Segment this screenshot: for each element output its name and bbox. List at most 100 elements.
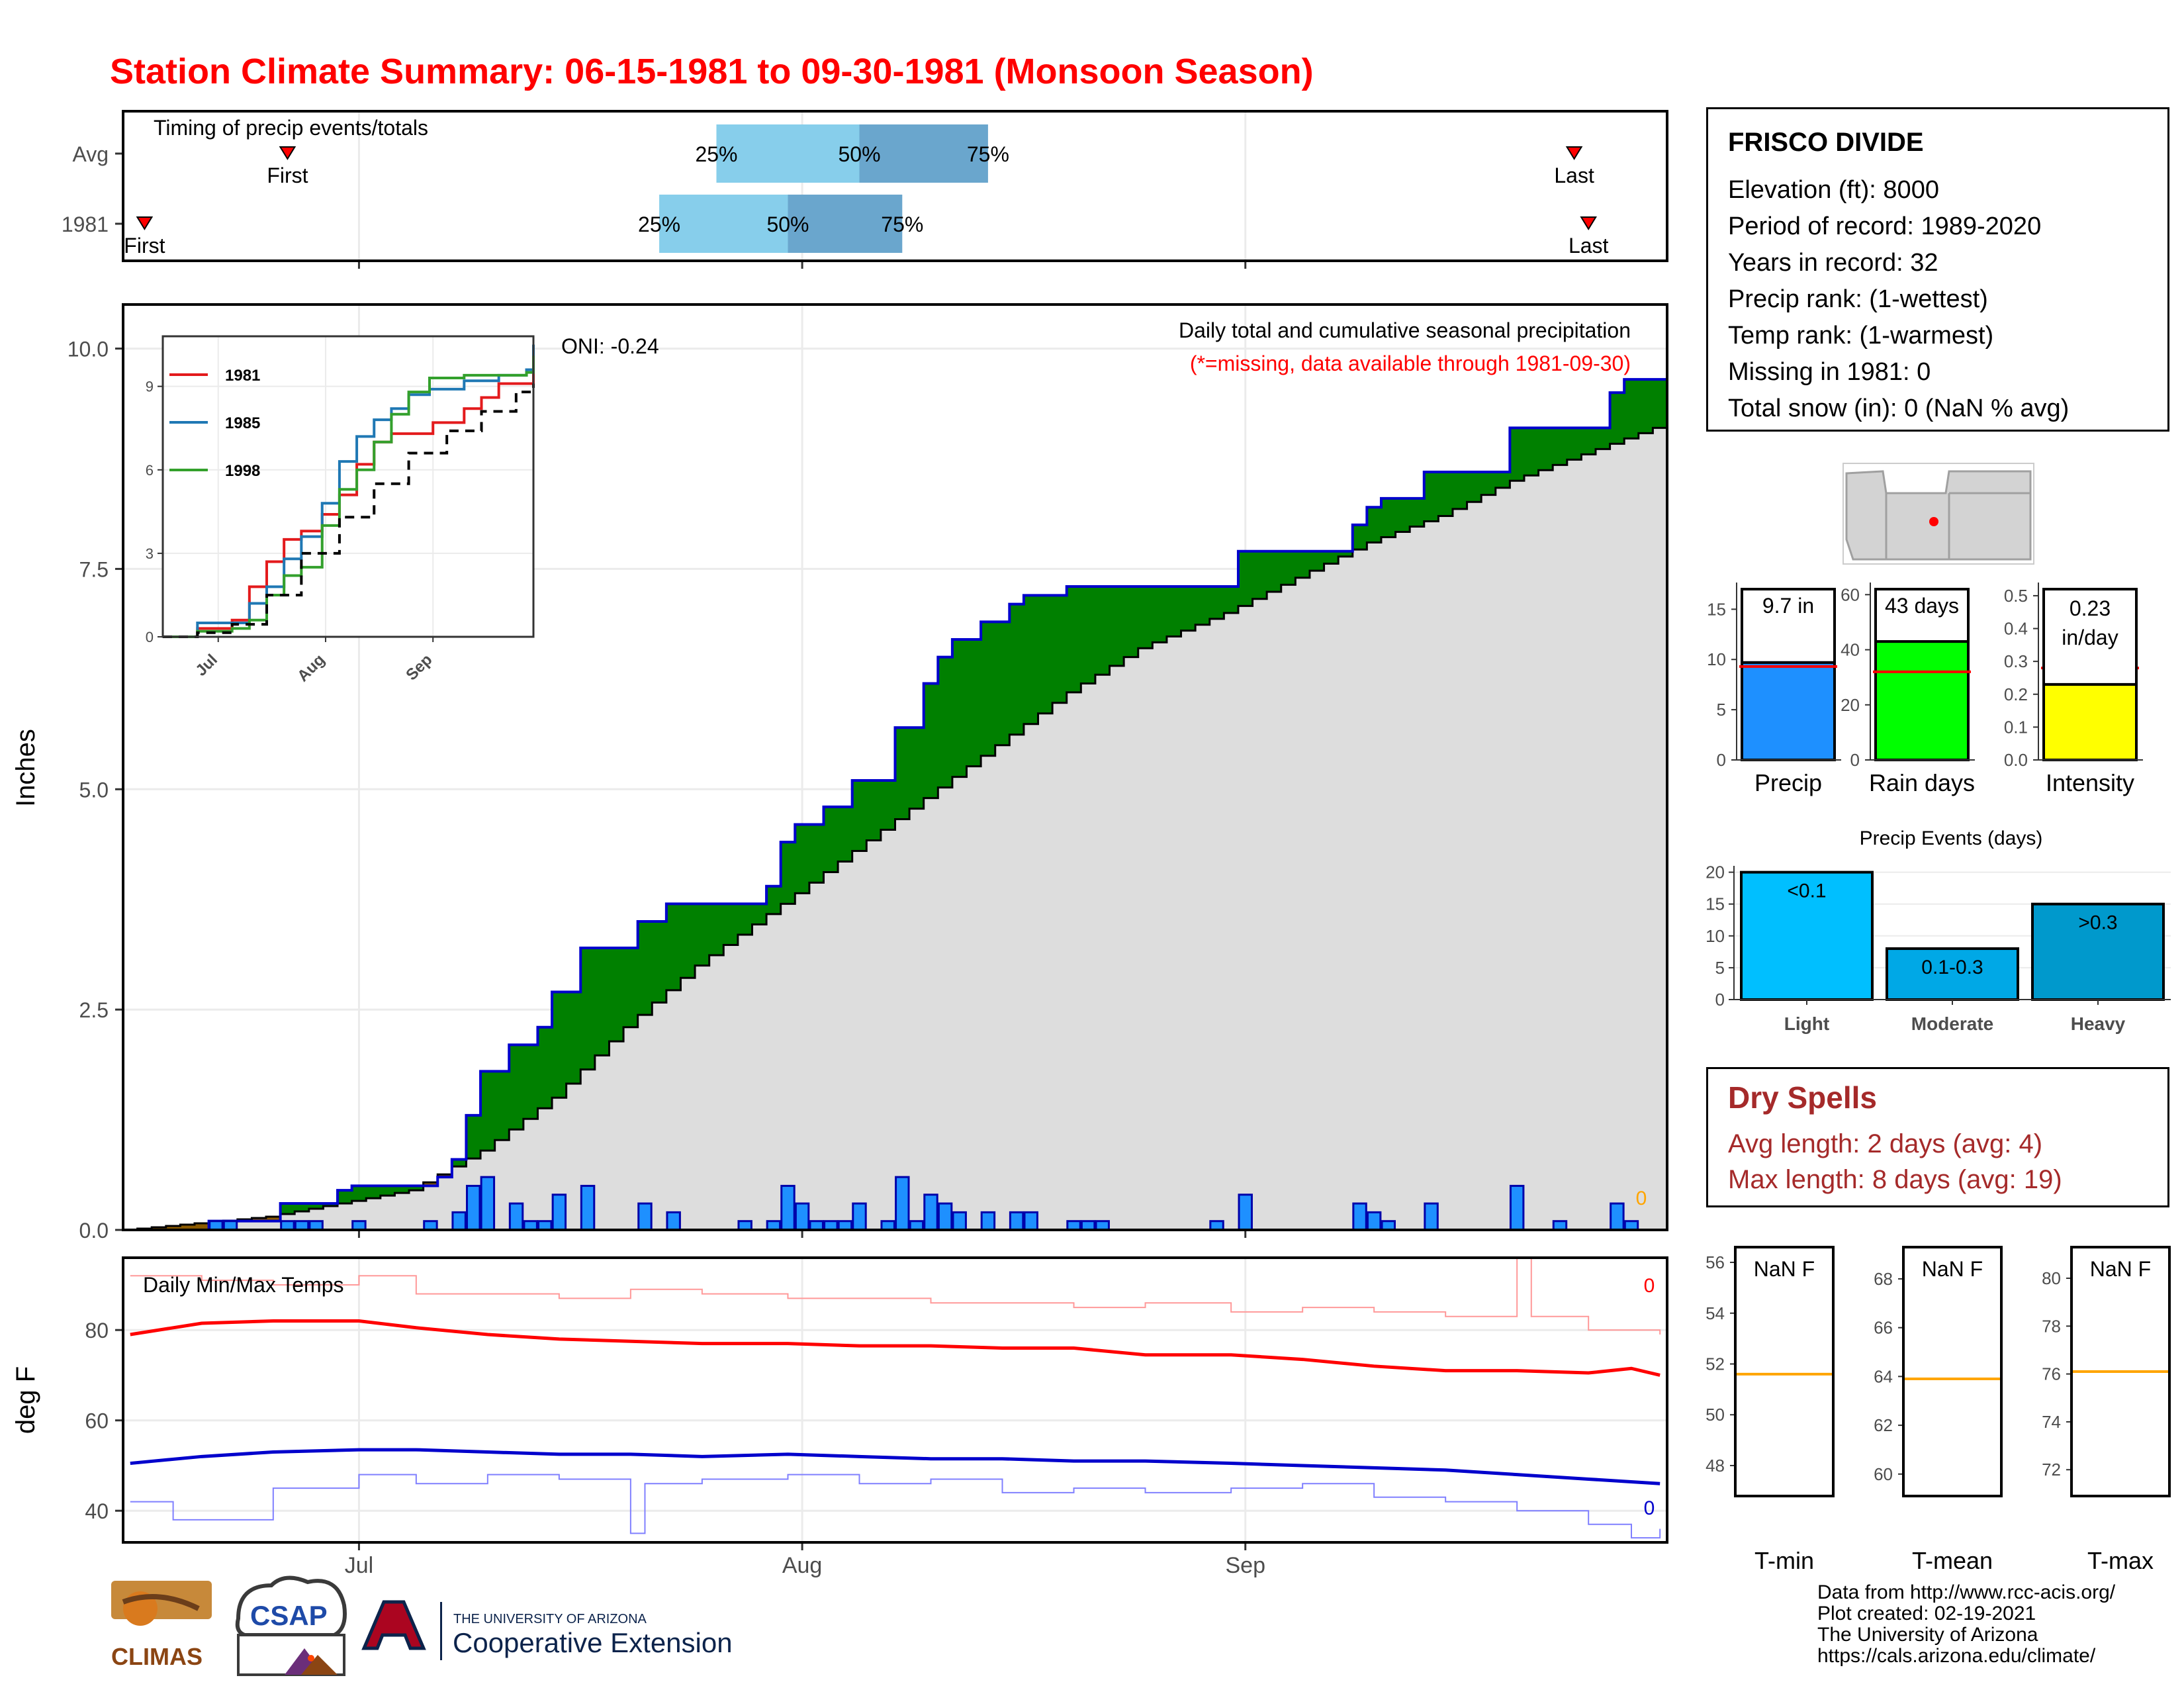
summary-bar-rain_days	[1874, 640, 1970, 761]
daily-precip-bar	[1424, 1202, 1439, 1231]
events-title: Precip Events (days)	[1860, 827, 2043, 849]
climas-logo: CLIMAS	[111, 1581, 212, 1670]
events-bar-label: >0.3	[2078, 912, 2117, 934]
surplus-fill	[451, 1159, 467, 1167]
temp-summary-y-tick-label: 50	[1706, 1405, 1725, 1425]
surplus-fill	[723, 904, 739, 945]
climas-logo-text: CLIMAS	[111, 1643, 203, 1670]
temp-y-tick-label: 60	[85, 1409, 109, 1433]
temp-series-tmin_obs	[130, 1474, 1661, 1539]
surplus-fill	[280, 1203, 295, 1215]
surplus-fill	[1638, 379, 1653, 434]
deficit-fill	[165, 1226, 181, 1230]
surplus-fill	[1324, 551, 1339, 564]
surplus-fill	[1138, 586, 1153, 649]
surplus-fill	[1438, 471, 1453, 516]
event-marker-label: Last	[1569, 234, 1609, 258]
event-marker-label: First	[124, 234, 165, 258]
surplus-fill	[637, 921, 653, 1015]
surplus-fill	[1553, 428, 1568, 465]
summary-y-tick-label: 60	[1841, 585, 1860, 604]
surplus-fill	[1224, 586, 1239, 613]
events-bar	[2031, 902, 2165, 1001]
daily-precip-bar	[1509, 1184, 1525, 1231]
events-category-label: Moderate	[1911, 1013, 1993, 1034]
surplus-fill	[880, 780, 896, 830]
events-bar-label: <0.1	[1787, 880, 1826, 902]
surplus-fill	[1395, 498, 1410, 532]
surplus-fill	[1595, 428, 1611, 449]
deficit-fill	[251, 1218, 267, 1221]
events-bar	[1886, 947, 2019, 1001]
daily-precip-bar	[1352, 1202, 1367, 1231]
temp-summary-y-tick-label: 78	[2042, 1316, 2061, 1336]
y-tick-label: 10.0	[68, 338, 109, 361]
daily-temperature-chart: 40 60 80 Jul Aug Sep Daily Min/Max Temps 0 0 deg …	[11, 1256, 1668, 1578]
surplus-fill	[1124, 586, 1139, 657]
events-bar-label: 0.1-0.3	[1921, 957, 1983, 978]
summary-y-tick-label: 0.4	[2004, 619, 2028, 639]
temp-series-tmax_obs	[130, 1257, 1661, 1335]
station-name: FRISCO DIVIDE	[1728, 128, 1924, 157]
daily-precip-bar	[952, 1211, 967, 1231]
daily-precip-bar	[923, 1194, 938, 1231]
temp-summary-y-tick-label: 68	[1874, 1269, 1893, 1289]
surplus-fill	[680, 904, 696, 978]
surplus-fill	[566, 992, 581, 1084]
station-info-box: FRISCO DIVIDE Elevation (ft): 8000 Perio…	[1706, 107, 2169, 432]
average-cumulative-line	[123, 426, 1667, 1231]
y-axis-label: Inches	[11, 729, 40, 807]
temp-summary-y-tick-label: 56	[1706, 1252, 1725, 1272]
surplus-fill	[594, 947, 610, 1056]
event-marker	[136, 216, 154, 230]
surplus-fill	[695, 904, 710, 966]
events-y-tick-label: 10	[1706, 926, 1725, 946]
credit-line: Plot created: 02-19-2021	[1817, 1603, 2036, 1624]
surplus-fill	[652, 921, 667, 1003]
university-of-arizona-logo: THE UNIVERSITY OF ARIZONA Cooperative Ex…	[361, 1600, 733, 1660]
surplus-fill	[1152, 586, 1167, 643]
dry-spells-max: Max length: 8 days (avg: 19)	[1728, 1165, 2062, 1194]
inset-legend-label: 1985	[225, 414, 260, 432]
station-info-line: Missing in 1981: 0	[1728, 358, 1931, 386]
summary-value-text: 43 days	[1885, 594, 1959, 618]
surplus-fill	[480, 1071, 496, 1151]
surplus-fill	[895, 727, 910, 820]
surplus-fill	[1195, 586, 1210, 625]
surplus-fill	[295, 1203, 310, 1212]
temp-summary-y-tick-label: 72	[2042, 1460, 2061, 1479]
temp-y-axis-label: deg F	[11, 1366, 40, 1434]
summary-y-tick-label: 0	[1850, 750, 1860, 770]
temp-summary-y-tick-label: 64	[1874, 1366, 1893, 1386]
surplus-fill	[737, 904, 753, 935]
event-marker-label: Last	[1554, 164, 1594, 187]
surplus-fill	[1367, 507, 1382, 543]
inset-legend-label: 1981	[225, 367, 260, 385]
surplus-fill	[580, 947, 596, 1070]
temp-series-tmax_avg	[130, 1319, 1661, 1377]
inset-y-tick-label: 0	[146, 629, 154, 645]
surplus-fill	[1238, 551, 1253, 606]
temp-summary-y-tick-label: 54	[1706, 1303, 1725, 1323]
quartile-bar-50-75	[859, 124, 988, 183]
main-frame	[122, 303, 1668, 1231]
surplus-fill	[780, 842, 796, 904]
daily-precip-bar	[1238, 1194, 1253, 1231]
summary-y-tick-label: 0	[1717, 750, 1726, 770]
surplus-fill	[766, 886, 782, 914]
event-marker	[1565, 146, 1583, 160]
surplus-fill	[494, 1071, 510, 1141]
daily-precip-bar	[666, 1211, 681, 1231]
surplus-fill	[1281, 551, 1296, 585]
surplus-fill	[380, 1186, 396, 1196]
csap-logo-text: CSAP	[250, 1600, 328, 1631]
temp-summary-value: NaN F	[2090, 1257, 2151, 1281]
surplus-fill	[1023, 595, 1039, 724]
timing-row-label: 1981	[62, 212, 109, 236]
daily-precip-bar	[580, 1184, 596, 1231]
surplus-fill	[1252, 551, 1267, 599]
surplus-fill	[338, 1190, 353, 1204]
daily-precip-bar	[937, 1202, 953, 1231]
